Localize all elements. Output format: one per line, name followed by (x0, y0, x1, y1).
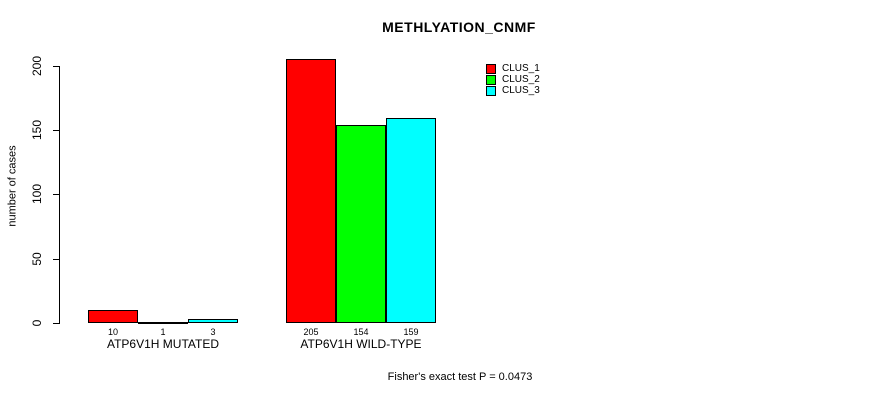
bar-value-clus-2-atp6v1h-wild-type: 154 (353, 327, 369, 337)
legend-label-clus-2: CLUS_2 (502, 74, 540, 85)
legend-row-clus-3: CLUS_3 (486, 85, 540, 96)
y-tick-label: 50 (30, 251, 44, 266)
legend-swatch-clus-2-icon (486, 74, 496, 85)
legend-row-clus-2: CLUS_2 (486, 74, 540, 85)
group-label-atp6v1h-mutated: ATP6V1H MUTATED (106, 337, 219, 351)
bar-value-clus-3-atp6v1h-wild-type: 159 (403, 327, 419, 337)
chart-title: METHLYATION_CNMF (382, 19, 536, 35)
bar-value-clus-2-atp6v1h-mutated: 1 (160, 327, 166, 337)
group-label-atp6v1h-wild-type: ATP6V1H WILD-TYPE (300, 337, 422, 351)
footer-annotation: Fisher's exact test P = 0.0473 (387, 371, 533, 383)
bar-clus-1-atp6v1h-wild-type (286, 59, 336, 323)
y-tick-label: 0 (30, 319, 44, 327)
legend: CLUS_1 CLUS_2 CLUS_3 (486, 63, 540, 96)
y-tick-mark (53, 258, 59, 260)
bar-value-clus-3-atp6v1h-mutated: 3 (210, 327, 216, 337)
y-axis-line (59, 65, 60, 324)
bar-clus-3-atp6v1h-mutated (188, 319, 238, 323)
bar-clus-2-atp6v1h-mutated (138, 321, 188, 324)
y-tick-label: 200 (30, 55, 44, 76)
y-tick-label: 150 (30, 120, 44, 141)
y-tick-mark (53, 65, 59, 67)
legend-swatch-clus-3-icon (486, 85, 496, 96)
bar-clus-1-atp6v1h-mutated (88, 310, 138, 323)
legend-swatch-clus-1-icon (486, 63, 496, 74)
bar-clus-3-atp6v1h-wild-type (386, 118, 436, 323)
y-tick-label: 100 (30, 184, 44, 205)
y-axis-label: number of cases (6, 145, 19, 227)
legend-label-clus-3: CLUS_3 (502, 85, 540, 96)
bar-clus-2-atp6v1h-wild-type (336, 124, 386, 323)
y-tick-mark (53, 194, 59, 196)
y-tick-mark (53, 323, 59, 324)
bar-value-clus-1-atp6v1h-mutated: 10 (107, 327, 118, 337)
bar-value-clus-1-atp6v1h-wild-type: 205 (303, 327, 319, 337)
legend-label-clus-1: CLUS_1 (502, 63, 540, 74)
y-tick-mark (53, 130, 59, 132)
legend-row-clus-1: CLUS_1 (486, 63, 540, 74)
